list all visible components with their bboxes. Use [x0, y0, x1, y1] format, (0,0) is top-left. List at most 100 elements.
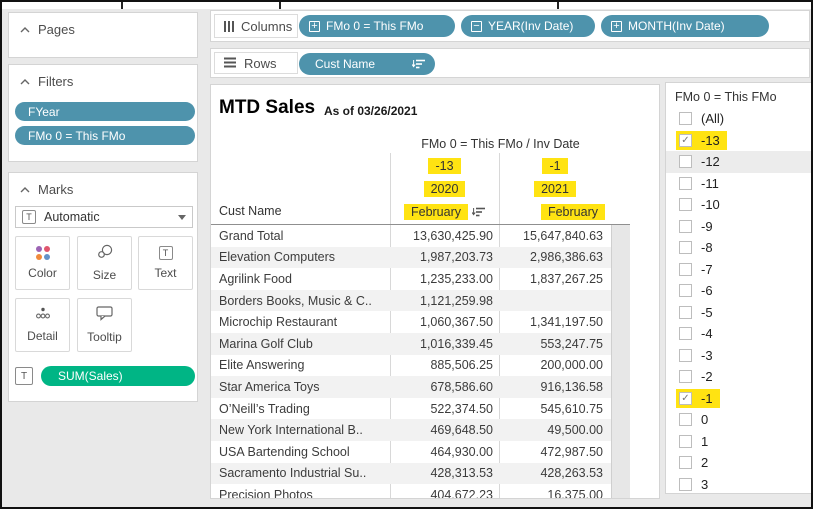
- table-row[interactable]: Grand Total 13,630,425.90 15,647,840.63: [211, 225, 611, 247]
- value-cell[interactable]: 49,500.00: [547, 423, 603, 438]
- table-row[interactable]: USA Bartending School 464,930.00 472,987.5…: [211, 441, 611, 463]
- table-row[interactable]: New York International B.. 469,648.50 49,5…: [211, 419, 611, 441]
- table-row[interactable]: Agrilink Food 1,235,233.00 1,837,267.25: [211, 268, 611, 290]
- value-cell[interactable]: 13,630,425.90: [413, 228, 493, 243]
- value-cell[interactable]: 15,647,840.63: [523, 228, 603, 243]
- size-button[interactable]: Size: [77, 236, 132, 290]
- filters-header[interactable]: Filters: [9, 65, 197, 89]
- filter-item[interactable]: -3: [666, 345, 811, 367]
- filter-item[interactable]: 0: [666, 409, 811, 431]
- fmo-header-col2[interactable]: -1: [499, 155, 611, 176]
- filter-item[interactable]: -13: [666, 130, 811, 152]
- checkbox[interactable]: [679, 477, 692, 491]
- table-row[interactable]: Elevation Computers 1,987,203.73 2,986,386…: [211, 246, 611, 269]
- filter-item[interactable]: (All): [666, 108, 811, 130]
- filter-item[interactable]: -6: [666, 280, 811, 302]
- sum-sales-pill[interactable]: SUM(Sales): [41, 366, 195, 386]
- value-cell[interactable]: 200,000.00: [540, 358, 603, 373]
- value-cell[interactable]: 1,016,339.45: [420, 336, 493, 351]
- checkbox[interactable]: [679, 327, 692, 341]
- filter-item[interactable]: -1: [666, 388, 811, 410]
- columns-pill-month[interactable]: + MONTH(Inv Date): [601, 15, 769, 37]
- checkbox[interactable]: [679, 112, 692, 126]
- month-header-col1[interactable]: February: [390, 201, 499, 222]
- filter-item[interactable]: -5: [666, 302, 811, 324]
- color-button[interactable]: Color: [15, 236, 70, 290]
- cust-name-cell[interactable]: New York International B..: [219, 423, 363, 438]
- table-row[interactable]: Borders Books, Music & C.. 1,121,259.98: [211, 289, 611, 312]
- checkbox[interactable]: [679, 219, 692, 233]
- filter-pill-fyear[interactable]: FYear: [15, 102, 195, 121]
- marks-header[interactable]: Marks: [9, 173, 197, 197]
- detail-button[interactable]: Detail: [15, 298, 70, 352]
- filter-item[interactable]: -4: [666, 323, 811, 345]
- filter-item[interactable]: 2: [666, 452, 811, 474]
- tooltip-button[interactable]: Tooltip: [77, 298, 132, 352]
- value-cell[interactable]: 2,986,386.63: [530, 250, 603, 265]
- checkbox[interactable]: [679, 434, 692, 448]
- value-cell[interactable]: 16,375.00: [547, 487, 603, 499]
- filter-item[interactable]: -12: [666, 151, 811, 173]
- checkbox[interactable]: [679, 348, 692, 362]
- checkbox[interactable]: [679, 241, 692, 255]
- value-cell[interactable]: 428,263.53: [540, 466, 603, 481]
- value-cell[interactable]: 553,247.75: [540, 336, 603, 351]
- cust-name-cell[interactable]: Elite Answering: [219, 358, 305, 373]
- value-cell[interactable]: 1,341,197.50: [530, 315, 603, 330]
- value-cell[interactable]: 1,060,367.50: [420, 315, 493, 330]
- table-row[interactable]: Star America Toys 678,586.60 916,136.58: [211, 376, 611, 398]
- value-cell[interactable]: 464,930.00: [430, 444, 493, 459]
- filter-pill-fmo[interactable]: FMo 0 = This FMo: [15, 126, 195, 145]
- cust-name-cell[interactable]: Marina Golf Club: [219, 336, 313, 351]
- cust-name-cell[interactable]: Star America Toys: [219, 379, 320, 394]
- checkbox[interactable]: [679, 305, 692, 319]
- value-cell[interactable]: 916,136.58: [540, 379, 603, 394]
- fmo-header-col1[interactable]: -13: [390, 155, 499, 176]
- filter-item[interactable]: -2: [666, 366, 811, 388]
- value-cell[interactable]: 522,374.50: [430, 401, 493, 416]
- cust-name-cell[interactable]: Grand Total: [219, 228, 284, 243]
- checkbox[interactable]: [679, 176, 692, 190]
- filter-item[interactable]: 3: [666, 474, 811, 496]
- checkbox[interactable]: [679, 155, 692, 169]
- month-header-col2[interactable]: February: [499, 201, 611, 222]
- columns-pill-year[interactable]: − YEAR(Inv Date): [461, 15, 595, 37]
- table-row[interactable]: O’Neill’s Trading 522,374.50 545,610.75: [211, 398, 611, 420]
- value-cell[interactable]: 885,506.25: [430, 358, 493, 373]
- value-cell[interactable]: 472,987.50: [540, 444, 603, 459]
- cust-name-cell[interactable]: Borders Books, Music & C..: [219, 293, 372, 308]
- columns-pill-fmo[interactable]: + FMo 0 = This FMo: [299, 15, 455, 37]
- expand-plus-icon[interactable]: +: [611, 20, 622, 32]
- value-cell[interactable]: 469,648.50: [430, 423, 493, 438]
- rows-shelf[interactable]: Rows Cust Name: [210, 48, 810, 78]
- row-field-header[interactable]: Cust Name: [219, 204, 282, 218]
- filter-item[interactable]: -10: [666, 194, 811, 216]
- value-cell[interactable]: 404,672.23: [430, 487, 493, 499]
- table-row[interactable]: Marina Golf Club 1,016,339.45 553,247.75: [211, 332, 611, 355]
- sort-descending-icon[interactable]: [472, 207, 486, 217]
- checkbox[interactable]: [679, 262, 692, 276]
- cust-name-cell[interactable]: Microchip Restaurant: [219, 315, 338, 330]
- value-cell[interactable]: 1,235,233.00: [420, 271, 493, 286]
- filter-item[interactable]: 1: [666, 431, 811, 453]
- checkbox[interactable]: [679, 370, 692, 384]
- year-header-col1[interactable]: 2020: [390, 178, 499, 199]
- value-cell[interactable]: 1,987,203.73: [420, 250, 493, 265]
- pages-header[interactable]: Pages: [9, 13, 197, 37]
- checkbox[interactable]: [679, 284, 692, 298]
- filter-item[interactable]: -9: [666, 216, 811, 238]
- year-header-col2[interactable]: 2021: [499, 178, 611, 199]
- table-row[interactable]: Sacramento Industrial Su.. 428,313.53 428,…: [211, 462, 611, 485]
- filter-item[interactable]: -11: [666, 173, 811, 195]
- mark-type-dropdown[interactable]: T Automatic: [15, 206, 193, 228]
- cust-name-cell[interactable]: Precision Photos: [219, 487, 313, 499]
- table-row[interactable]: Microchip Restaurant 1,060,367.50 1,341,19…: [211, 311, 611, 333]
- table-row[interactable]: Elite Answering 885,506.25 200,000.00: [211, 355, 611, 377]
- columns-shelf[interactable]: Columns + FMo 0 = This FMo − YEAR(Inv Da…: [210, 10, 810, 42]
- text-button[interactable]: T Text: [138, 236, 193, 290]
- checkbox-checked[interactable]: [679, 391, 692, 405]
- checkbox[interactable]: [679, 413, 692, 427]
- sort-descending-icon[interactable]: [412, 59, 425, 69]
- checkbox-checked[interactable]: [679, 133, 692, 147]
- cust-name-cell[interactable]: USA Bartending School: [219, 444, 350, 459]
